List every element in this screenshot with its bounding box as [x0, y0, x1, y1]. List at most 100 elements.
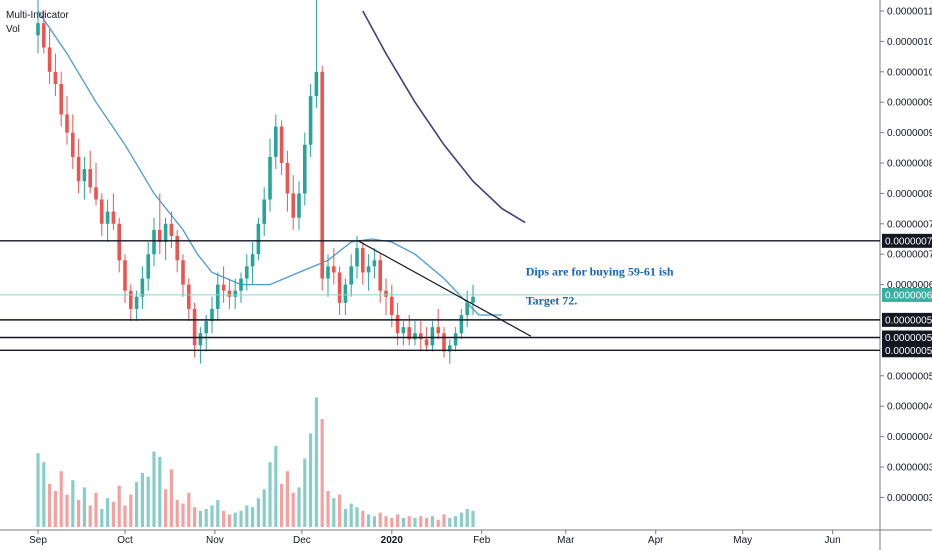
volume-bar	[291, 492, 295, 527]
candle[interactable]	[105, 199, 110, 243]
trendline-layer[interactable]	[356, 239, 532, 337]
horizontal-levels[interactable]: 0.00000072 0.00000063 0.00000059 0.00000056…	[0, 233, 932, 358]
candle[interactable]	[349, 254, 353, 297]
candle[interactable]	[343, 278, 348, 315]
candle[interactable]	[227, 278, 232, 309]
volume-bar	[401, 518, 405, 527]
candle[interactable]	[140, 266, 145, 309]
candle[interactable]	[384, 278, 388, 315]
candle[interactable]	[123, 254, 127, 303]
candle[interactable]	[71, 114, 75, 170]
volume-bar	[419, 516, 423, 527]
x-tick-label: Jun	[825, 535, 841, 546]
candle[interactable]	[42, 11, 46, 54]
candle[interactable]	[210, 296, 214, 334]
candle[interactable]	[268, 138, 272, 212]
candle[interactable]	[256, 217, 261, 261]
time-axis[interactable]: Sep Oct Nov Dec 2020 Feb Mar Apr May Jun	[29, 530, 841, 546]
candle[interactable]	[279, 120, 284, 176]
candle[interactable]	[471, 284, 475, 315]
candle[interactable]	[146, 242, 150, 291]
candle[interactable]	[337, 266, 342, 315]
volume-bar	[436, 519, 440, 527]
candle[interactable]	[175, 229, 179, 273]
candlesticks[interactable]	[36, 0, 475, 364]
candle[interactable]	[303, 132, 307, 206]
volume-bar	[123, 505, 127, 527]
candle[interactable]	[419, 321, 423, 352]
candle[interactable]	[192, 302, 197, 358]
candle[interactable]	[152, 217, 156, 267]
volume-bar	[349, 503, 353, 527]
candle[interactable]	[308, 83, 313, 157]
candle[interactable]	[297, 181, 301, 230]
candle[interactable]	[274, 114, 278, 170]
candle[interactable]	[187, 278, 191, 322]
candle[interactable]	[442, 327, 446, 358]
candle[interactable]	[53, 53, 58, 97]
candle[interactable]	[59, 71, 63, 127]
candle[interactable]	[233, 278, 237, 309]
candle[interactable]	[204, 315, 208, 352]
candle[interactable]	[395, 302, 400, 346]
candle[interactable]	[47, 29, 52, 84]
candle[interactable]	[291, 175, 295, 230]
candle[interactable]	[181, 254, 185, 297]
candle[interactable]	[111, 193, 116, 230]
candle[interactable]	[94, 163, 98, 206]
candle[interactable]	[216, 272, 220, 322]
volume-bar	[285, 471, 289, 527]
candle[interactable]	[158, 193, 162, 255]
candle[interactable]	[459, 308, 464, 340]
candle[interactable]	[453, 327, 458, 352]
candle[interactable]	[424, 327, 429, 352]
candle[interactable]	[326, 254, 330, 297]
candle[interactable]	[355, 235, 359, 279]
candle[interactable]	[88, 150, 92, 194]
candle[interactable]	[430, 321, 435, 352]
candle[interactable]	[163, 217, 168, 261]
candle[interactable]	[372, 248, 377, 279]
candle[interactable]	[465, 290, 469, 328]
candle[interactable]	[245, 254, 249, 291]
candle[interactable]	[76, 138, 81, 194]
candle[interactable]	[262, 187, 266, 236]
candle[interactable]	[285, 150, 290, 212]
volume-bar	[338, 494, 342, 527]
candle[interactable]	[82, 156, 87, 200]
candle[interactable]	[332, 248, 336, 285]
candle[interactable]	[361, 242, 365, 285]
candle[interactable]	[413, 321, 417, 346]
candle[interactable]	[100, 193, 104, 236]
candle[interactable]	[36, 0, 40, 54]
candle[interactable]	[198, 327, 203, 364]
candle[interactable]	[366, 254, 371, 291]
candle[interactable]	[250, 242, 255, 285]
candle[interactable]	[401, 321, 406, 346]
volume-bar	[425, 518, 429, 527]
candle[interactable]	[436, 308, 440, 340]
candle[interactable]	[134, 290, 139, 322]
annotations: Dips are for buying 59-61 ish Target 72.	[526, 264, 674, 307]
candle[interactable]	[239, 272, 243, 303]
candle[interactable]	[169, 211, 174, 249]
descending-trendline[interactable]	[356, 239, 532, 337]
candle[interactable]	[378, 254, 382, 303]
volume-bar	[135, 482, 139, 527]
candle[interactable]	[129, 284, 133, 322]
candle[interactable]	[390, 284, 394, 328]
volume-bar	[454, 516, 458, 527]
candle[interactable]	[221, 266, 226, 303]
volume-bar	[152, 451, 156, 527]
candle[interactable]	[314, 0, 319, 109]
candle[interactable]	[117, 217, 121, 273]
price-level-label: 0.00000072	[885, 236, 932, 247]
volume-bar	[396, 514, 400, 527]
candle[interactable]	[448, 339, 452, 364]
candle[interactable]	[320, 65, 324, 291]
candle[interactable]	[65, 96, 69, 145]
